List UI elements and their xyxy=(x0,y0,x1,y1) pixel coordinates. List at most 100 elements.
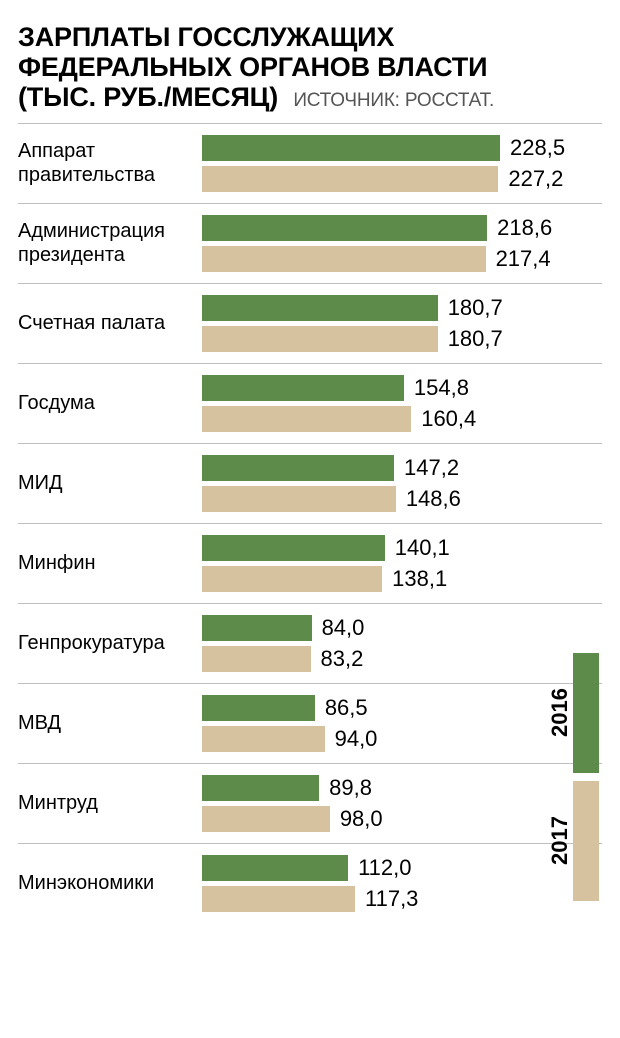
value-2017: 83,2 xyxy=(321,648,364,670)
bar-line-2016: 86,5 xyxy=(202,694,542,722)
bar-2017 xyxy=(202,406,411,432)
chart-row: МВД 86,5 94,0 xyxy=(18,684,602,764)
bar-line-2017: 138,1 xyxy=(202,565,542,593)
row-bars: 112,0 117,3 xyxy=(202,854,542,913)
row-bars: 154,8 160,4 xyxy=(202,374,542,433)
row-bars: 228,5 227,2 xyxy=(202,134,565,193)
bar-2017 xyxy=(202,726,325,752)
legend-item: 2016 xyxy=(543,653,599,773)
bar-2016 xyxy=(202,215,487,241)
row-label: Минфин xyxy=(18,534,202,593)
title-unit: (ТЫС. РУБ./МЕСЯЦ) xyxy=(18,82,278,112)
bar-2017 xyxy=(202,326,438,352)
bar-2017 xyxy=(202,806,330,832)
bar-line-2016: 154,8 xyxy=(202,374,542,402)
value-2016: 89,8 xyxy=(329,777,372,799)
chart-row: Администрация президента 218,6 217,4 xyxy=(18,204,602,284)
bar-line-2016: 180,7 xyxy=(202,294,542,322)
bar-line-2017: 148,6 xyxy=(202,485,542,513)
bar-2017 xyxy=(202,166,498,192)
bar-chart: Аппарат правительства 228,5 227,2 Администр… xyxy=(18,123,602,923)
legend-label: 2016 xyxy=(547,688,573,737)
bar-line-2016: 228,5 xyxy=(202,134,565,162)
bar-line-2017: 217,4 xyxy=(202,245,552,273)
bar-2017 xyxy=(202,486,396,512)
value-2016: 218,6 xyxy=(497,217,552,239)
value-2016: 112,0 xyxy=(358,857,411,879)
legend-swatch xyxy=(573,653,599,773)
value-2017: 98,0 xyxy=(340,808,383,830)
value-2016: 180,7 xyxy=(448,297,503,319)
chart-row: Аппарат правительства 228,5 227,2 xyxy=(18,124,602,204)
bar-line-2016: 218,6 xyxy=(202,214,552,242)
bar-line-2016: 84,0 xyxy=(202,614,542,642)
chart-row: Счетная палата 180,7 180,7 xyxy=(18,284,602,364)
value-2016: 154,8 xyxy=(414,377,469,399)
row-bars: 89,8 98,0 xyxy=(202,774,542,833)
legend: 2016 2017 xyxy=(546,653,596,901)
bar-2016 xyxy=(202,375,404,401)
value-2016: 228,5 xyxy=(510,137,565,159)
row-label: МИД xyxy=(18,454,202,513)
row-bars: 140,1 138,1 xyxy=(202,534,542,593)
chart-row: МИД 147,2 148,6 xyxy=(18,444,602,524)
source-label: ИСТОЧНИК: РОССТАТ. xyxy=(293,90,494,111)
bar-line-2016: 89,8 xyxy=(202,774,542,802)
value-2017: 94,0 xyxy=(335,728,378,750)
row-bars: 86,5 94,0 xyxy=(202,694,542,753)
row-label: МВД xyxy=(18,694,202,753)
bar-2017 xyxy=(202,566,382,592)
bar-2016 xyxy=(202,295,438,321)
row-bars: 84,0 83,2 xyxy=(202,614,542,673)
legend-swatch xyxy=(573,781,599,901)
row-bars: 218,6 217,4 xyxy=(202,214,552,273)
bar-2017 xyxy=(202,246,486,272)
value-2017: 180,7 xyxy=(448,328,503,350)
bar-line-2017: 160,4 xyxy=(202,405,542,433)
bar-line-2017: 227,2 xyxy=(202,165,565,193)
bar-line-2016: 112,0 xyxy=(202,854,542,882)
title-line-2: ФЕДЕРАЛЬНЫХ ОРГАНОВ ВЛАСТИ xyxy=(18,52,602,82)
title-line-3: (ТЫС. РУБ./МЕСЯЦ) ИСТОЧНИК: РОССТАТ. xyxy=(18,82,602,112)
value-2017: 117,3 xyxy=(365,888,418,910)
bar-2016 xyxy=(202,455,394,481)
chart-row: Минэкономики 112,0 117,3 xyxy=(18,844,602,923)
legend-label: 2017 xyxy=(547,816,573,865)
row-bars: 147,2 148,6 xyxy=(202,454,542,513)
chart-row: Минтруд 89,8 98,0 xyxy=(18,764,602,844)
value-2017: 227,2 xyxy=(508,168,563,190)
value-2016: 86,5 xyxy=(325,697,368,719)
chart-row: Госдума 154,8 160,4 xyxy=(18,364,602,444)
bar-2016 xyxy=(202,775,319,801)
bar-line-2017: 180,7 xyxy=(202,325,542,353)
bar-2016 xyxy=(202,615,312,641)
row-label: Счетная палата xyxy=(18,294,202,353)
bar-2017 xyxy=(202,886,355,912)
value-2017: 160,4 xyxy=(421,408,476,430)
row-label: Минэкономики xyxy=(18,854,202,913)
bar-2016 xyxy=(202,135,500,161)
legend-item: 2017 xyxy=(543,781,599,901)
chart-row: Минфин 140,1 138,1 xyxy=(18,524,602,604)
title-line-1: ЗАРПЛАТЫ ГОССЛУЖАЩИХ xyxy=(18,22,602,52)
row-label: Госдума xyxy=(18,374,202,433)
chart-title: ЗАРПЛАТЫ ГОССЛУЖАЩИХ ФЕДЕРАЛЬНЫХ ОРГАНОВ… xyxy=(18,22,602,113)
bar-line-2017: 94,0 xyxy=(202,725,542,753)
row-label: Администрация президента xyxy=(18,214,202,273)
value-2016: 84,0 xyxy=(322,617,365,639)
value-2017: 138,1 xyxy=(392,568,447,590)
bar-2017 xyxy=(202,646,311,672)
bar-line-2016: 147,2 xyxy=(202,454,542,482)
value-2017: 148,6 xyxy=(406,488,461,510)
row-label: Аппарат правительства xyxy=(18,134,202,193)
chart-row: Генпрокуратура84,083,2 xyxy=(18,604,602,684)
value-2016: 147,2 xyxy=(404,457,459,479)
bar-line-2017: 83,2 xyxy=(202,645,542,673)
bar-2016 xyxy=(202,855,348,881)
row-bars: 180,7 180,7 xyxy=(202,294,542,353)
row-label: Минтруд xyxy=(18,774,202,833)
value-2016: 140,1 xyxy=(395,537,450,559)
chart-container: ЗАРПЛАТЫ ГОССЛУЖАЩИХ ФЕДЕРАЛЬНЫХ ОРГАНОВ… xyxy=(0,0,620,935)
bar-2016 xyxy=(202,535,385,561)
bar-2016 xyxy=(202,695,315,721)
